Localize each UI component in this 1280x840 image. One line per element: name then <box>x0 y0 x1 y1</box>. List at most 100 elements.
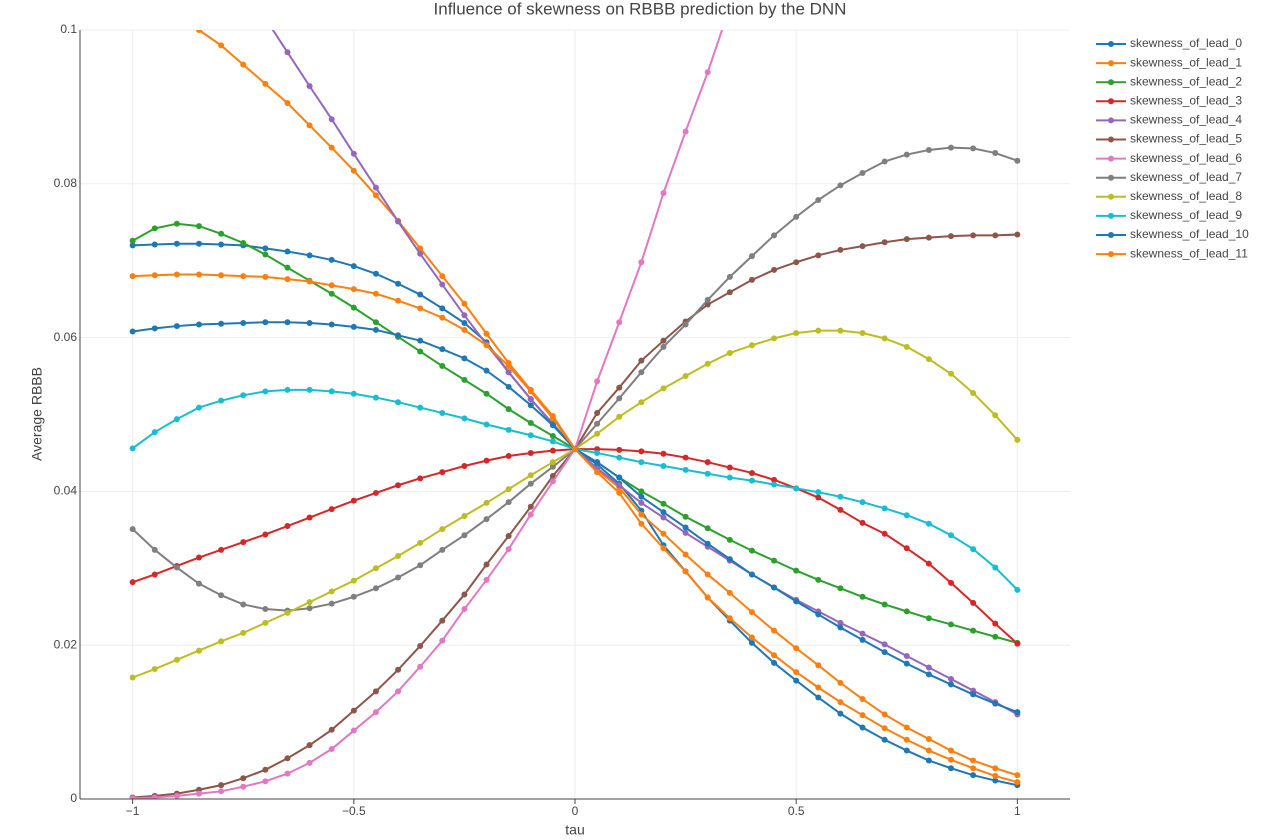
data-point <box>240 61 247 68</box>
data-point <box>948 233 955 240</box>
data-point <box>328 588 335 595</box>
data-point <box>771 335 778 342</box>
data-point <box>970 599 977 606</box>
data-point <box>195 271 202 278</box>
data-point <box>903 652 910 659</box>
data-point <box>151 666 158 673</box>
data-point <box>594 420 601 427</box>
legend-marker <box>1108 232 1114 238</box>
legend-marker <box>1108 79 1114 86</box>
data-point <box>594 409 601 416</box>
data-point <box>372 585 379 592</box>
legend-label: skewness_of_lead_8 <box>1130 189 1242 203</box>
data-point <box>1014 779 1021 786</box>
data-point <box>682 551 689 558</box>
legend-label: skewness_of_lead_1 <box>1130 55 1242 69</box>
y-tick-label: 0.1 <box>60 22 77 36</box>
data-point <box>218 592 225 599</box>
y-tick-label: 0.04 <box>54 484 78 498</box>
data-point <box>262 388 269 395</box>
data-point <box>195 790 202 797</box>
data-point <box>970 765 977 772</box>
data-point <box>793 645 800 652</box>
data-point <box>793 598 800 605</box>
legend-marker <box>1108 193 1114 200</box>
data-point <box>173 416 180 423</box>
data-point <box>771 266 778 273</box>
data-point <box>594 459 601 466</box>
data-point <box>306 605 313 612</box>
x-axis-title: tau <box>565 822 584 838</box>
data-point <box>151 571 158 578</box>
data-point <box>328 144 335 151</box>
data-point <box>505 546 512 553</box>
data-point <box>505 499 512 506</box>
data-point <box>903 512 910 519</box>
data-point <box>859 696 866 703</box>
data-point <box>638 488 645 495</box>
data-point <box>151 225 158 232</box>
data-point <box>328 746 335 753</box>
data-point <box>306 252 313 259</box>
data-point <box>439 281 446 288</box>
data-point <box>638 520 645 527</box>
data-point <box>350 727 357 734</box>
data-point <box>726 615 733 622</box>
data-point <box>372 319 379 326</box>
data-point <box>129 237 136 244</box>
data-point <box>527 511 534 518</box>
data-point <box>881 711 888 718</box>
data-point <box>395 482 402 489</box>
data-point <box>948 676 955 683</box>
data-point <box>859 636 866 643</box>
data-point <box>284 264 291 271</box>
x-tick-label: 0.5 <box>788 804 805 818</box>
data-point <box>439 314 446 321</box>
data-point <box>881 530 888 537</box>
data-point <box>218 241 225 248</box>
data-point <box>771 627 778 634</box>
data-point <box>992 412 999 419</box>
data-point <box>793 677 800 684</box>
data-point <box>483 342 490 349</box>
data-point <box>372 326 379 333</box>
data-point <box>129 242 136 249</box>
data-point <box>837 624 844 631</box>
data-point <box>395 297 402 304</box>
data-point <box>815 694 822 701</box>
data-point <box>527 503 534 510</box>
data-point <box>638 259 645 266</box>
data-point <box>350 263 357 270</box>
data-point <box>704 360 711 367</box>
data-point <box>240 273 247 280</box>
data-point <box>395 552 402 559</box>
data-point <box>306 742 313 749</box>
data-point <box>195 223 202 230</box>
data-point <box>815 576 822 583</box>
data-point <box>992 232 999 239</box>
data-point <box>262 319 269 326</box>
data-point <box>881 736 888 743</box>
data-point <box>704 459 711 466</box>
data-point <box>328 726 335 733</box>
data-point <box>925 146 932 153</box>
data-point <box>350 167 357 174</box>
data-point <box>616 454 623 461</box>
data-point <box>527 419 534 426</box>
data-point <box>748 547 755 554</box>
data-point <box>461 376 468 383</box>
data-point <box>328 290 335 297</box>
data-point <box>726 536 733 543</box>
data-point <box>793 329 800 336</box>
data-point <box>638 499 645 506</box>
data-point <box>726 349 733 356</box>
data-point <box>483 576 490 583</box>
data-point <box>859 499 866 506</box>
data-point <box>704 540 711 547</box>
data-point <box>771 659 778 666</box>
data-point <box>129 526 136 533</box>
data-point <box>417 348 424 355</box>
data-point <box>218 782 225 789</box>
data-point <box>682 454 689 461</box>
legend-label: skewness_of_lead_2 <box>1130 74 1242 88</box>
